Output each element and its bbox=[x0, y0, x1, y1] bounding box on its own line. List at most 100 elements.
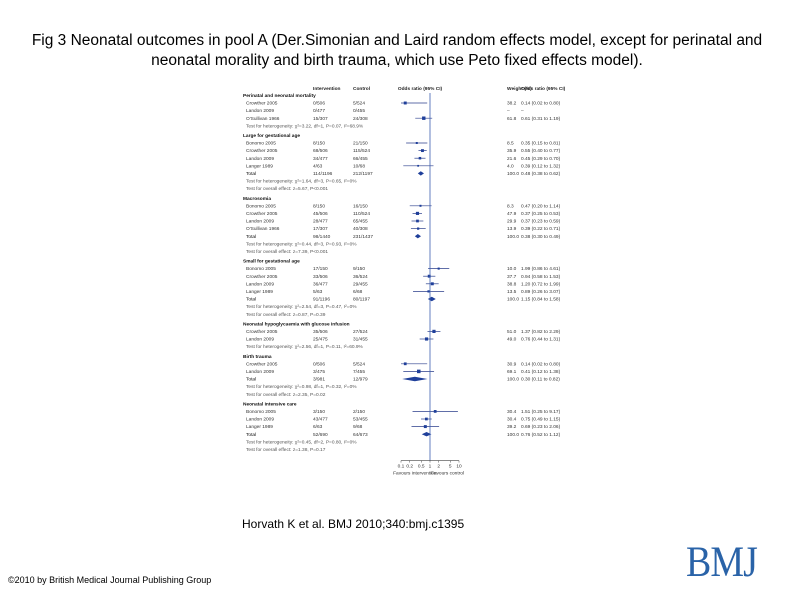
study-label: Landon 2009 bbox=[246, 337, 274, 343]
study-label: Bonomo 2005 bbox=[246, 409, 276, 415]
total-label: Total bbox=[246, 234, 256, 240]
pooled-diamond bbox=[417, 171, 424, 176]
point-estimate bbox=[423, 425, 427, 429]
study-label: Landon 2009 bbox=[246, 369, 274, 375]
control-count: 7/455 bbox=[353, 369, 365, 375]
point-estimate bbox=[437, 267, 440, 270]
total-control: 80/1197 bbox=[353, 297, 370, 303]
point-estimate bbox=[415, 141, 418, 145]
study-label: Crowther 2005 bbox=[246, 148, 278, 154]
intervention-count: 34/477 bbox=[313, 156, 328, 162]
weight-value: 51.0 bbox=[507, 329, 517, 335]
study-label: Crowther 2005 bbox=[246, 101, 278, 107]
study-label: Landon 2009 bbox=[246, 156, 274, 162]
weight-value: 30.4 bbox=[507, 409, 517, 415]
intervention-count: 8/150 bbox=[313, 203, 325, 209]
weight-value: – bbox=[507, 109, 510, 114]
control-count: 6/68 bbox=[353, 289, 363, 295]
total-intervention: 52/690 bbox=[313, 432, 328, 438]
intervention-count: 3/475 bbox=[313, 369, 325, 375]
point-estimate bbox=[417, 369, 421, 374]
total-weight: 100.0 bbox=[507, 234, 519, 240]
total-ci-text: 0.30 (0.11 to 0.82) bbox=[521, 377, 560, 383]
odds-ratio-ci-text: 0.37 (0.25 to 0.53) bbox=[521, 211, 561, 217]
point-estimate bbox=[416, 219, 419, 223]
control-count: 10/68 bbox=[353, 163, 365, 169]
control-count: 5/524 bbox=[353, 101, 365, 107]
intervention-count: 35/506 bbox=[313, 329, 328, 335]
study-label: Langer 1989 bbox=[246, 163, 273, 169]
point-estimate bbox=[419, 204, 422, 207]
odds-ratio-ci-text: 1.99 (0.86 to 4.61) bbox=[521, 266, 561, 272]
weight-value: 61.8 bbox=[507, 116, 517, 122]
intervention-count: 68/506 bbox=[313, 148, 328, 154]
total-intervention: 98/1440 bbox=[313, 234, 331, 240]
control-count: 27/524 bbox=[353, 329, 368, 335]
odds-ratio-ci-text: 0.14 (0.02 to 0.80) bbox=[521, 361, 561, 367]
odds-ratio-ci-text: 1.20 (0.72 to 1.99) bbox=[521, 281, 561, 287]
x-tick-label: 5 bbox=[449, 464, 452, 470]
x-tick-label: 0.5 bbox=[418, 464, 425, 470]
heterogeneity-text: Test for heterogeneity: χ²=1.64, df=3, P… bbox=[246, 179, 357, 185]
weight-value: 30.4 bbox=[507, 417, 517, 423]
weight-value: 30.9 bbox=[507, 361, 517, 367]
heterogeneity-text: Test for overall effect: z=0.87, P=0.39 bbox=[246, 312, 326, 318]
intervention-count: 0/506 bbox=[313, 361, 325, 367]
study-label: Bonomo 2005 bbox=[246, 266, 276, 272]
control-count: 9/68 bbox=[353, 424, 363, 430]
weight-value: 69.1 bbox=[507, 369, 517, 375]
odds-ratio-ci-text: 0.41 (0.12 to 1.38) bbox=[521, 369, 561, 375]
point-estimate bbox=[424, 337, 429, 341]
control-count: 36/524 bbox=[353, 274, 368, 280]
bmj-logo: BMJ bbox=[686, 539, 758, 586]
study-label: Langer 1989 bbox=[246, 289, 273, 295]
odds-ratio-ci-text: 0.69 (0.23 to 2.06) bbox=[521, 424, 561, 430]
weight-value: 13.5 bbox=[507, 289, 517, 295]
total-label: Total bbox=[246, 297, 256, 303]
intervention-count: 45/506 bbox=[313, 211, 328, 217]
weight-value: 37.7 bbox=[507, 274, 517, 280]
point-estimate bbox=[425, 417, 428, 421]
intervention-count: 15/307 bbox=[313, 116, 328, 122]
control-count: 9/150 bbox=[353, 266, 365, 272]
intervention-count: 0/477 bbox=[313, 108, 325, 114]
control-count: 29/455 bbox=[353, 281, 368, 287]
heterogeneity-text: Test for heterogeneity: χ²=0.45, df=2, P… bbox=[246, 439, 357, 445]
total-label: Total bbox=[246, 171, 256, 177]
study-label: Crowther 2005 bbox=[246, 211, 278, 217]
odds-ratio-ci-text: 0.39 (0.22 to 0.71) bbox=[521, 226, 561, 232]
favours-intervention-label: Favours intervention bbox=[393, 471, 437, 477]
point-estimate bbox=[403, 362, 407, 366]
total-intervention: 3/981 bbox=[313, 377, 325, 383]
odds-ratio-ci-text: 1.37 (0.82 to 2.29) bbox=[521, 329, 561, 335]
control-count: 21/150 bbox=[353, 141, 368, 147]
point-estimate bbox=[427, 290, 430, 293]
weight-value: 13.9 bbox=[507, 226, 517, 232]
odds-ratio-ci-text: 0.76 (0.44 to 1.31) bbox=[521, 337, 561, 343]
pooled-diamond bbox=[427, 296, 436, 302]
intervention-count: 43/477 bbox=[313, 417, 328, 423]
intervention-count: 5/63 bbox=[313, 289, 323, 295]
control-count: 110/524 bbox=[353, 211, 370, 217]
study-label: Landon 2009 bbox=[246, 108, 274, 114]
figure-title: Fig 3 Neonatal outcomes in pool A (Der.S… bbox=[31, 32, 763, 69]
total-control: 64/673 bbox=[353, 432, 368, 438]
intervention-count: 17/307 bbox=[313, 226, 328, 232]
control-count: 53/455 bbox=[353, 417, 368, 423]
total-weight: 100.0 bbox=[507, 297, 519, 303]
weight-value: 38.8 bbox=[507, 281, 517, 287]
point-estimate bbox=[422, 116, 426, 120]
intervention-count: 33/506 bbox=[313, 274, 328, 280]
intervention-count: 8/150 bbox=[313, 141, 325, 147]
point-estimate bbox=[417, 164, 420, 167]
study-label: Bonomo 2005 bbox=[246, 203, 276, 209]
total-weight: 100.0 bbox=[507, 377, 519, 383]
odds-ratio-ci-text: 0.37 (0.23 to 0.59) bbox=[521, 219, 561, 225]
total-weight: 100.0 bbox=[507, 432, 519, 438]
intervention-count: 25/475 bbox=[313, 337, 328, 343]
odds-ratio-ci-text: 0.45 (0.29 to 0.70) bbox=[521, 156, 561, 162]
heterogeneity-text: Test for overall effect: z=7.39, P<0.001 bbox=[246, 249, 328, 255]
point-estimate bbox=[433, 410, 437, 413]
total-label: Total bbox=[246, 432, 256, 438]
odds-ratio-ci-text: 0.94 (0.58 to 1.53) bbox=[521, 274, 561, 280]
